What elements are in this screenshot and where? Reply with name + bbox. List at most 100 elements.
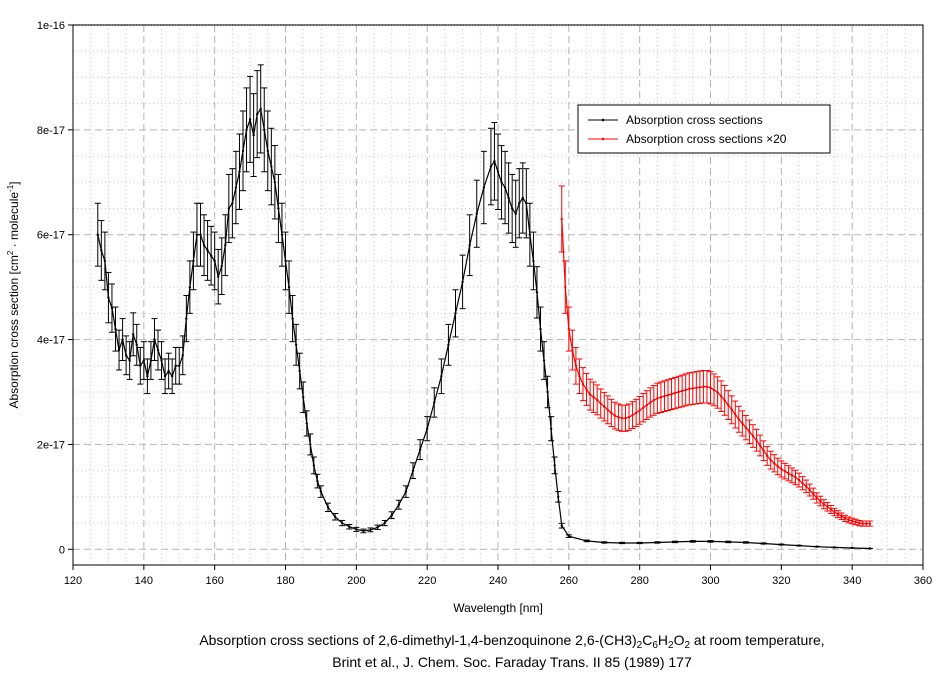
data-point (741, 422, 744, 425)
data-point (656, 541, 659, 544)
data-point (627, 415, 631, 419)
data-point (850, 546, 854, 550)
data-point (751, 434, 755, 438)
data-point (100, 249, 103, 252)
data-point (518, 202, 521, 205)
data-point (291, 317, 294, 320)
y-axis: 0 2e-17 4e-17 6e-17 8e-17 1e-16 (37, 20, 73, 556)
data-point (666, 393, 670, 397)
data-point (850, 519, 854, 523)
data-point (231, 202, 234, 205)
data-point (333, 515, 337, 518)
data-point (592, 396, 595, 399)
data-point (213, 259, 216, 263)
data-point (560, 524, 563, 527)
data-point (493, 160, 496, 163)
y-axis-label: Absorption cross section [cm2 · molecule… (6, 181, 21, 408)
legend: Absorption cross sections Absorption cro… (577, 104, 831, 154)
data-point (642, 406, 645, 409)
data-point (294, 343, 298, 347)
data-point (153, 338, 156, 341)
data-point (433, 401, 436, 404)
data-point (376, 526, 379, 529)
data-point (652, 399, 656, 402)
data-point (305, 422, 308, 425)
data-point (348, 525, 351, 528)
data-point (663, 394, 666, 398)
data-point (843, 517, 847, 520)
data-point (695, 386, 698, 389)
data-point (858, 521, 861, 525)
data-point (638, 541, 641, 545)
data-point (815, 496, 818, 500)
data-point (542, 359, 546, 362)
data-point (705, 385, 709, 388)
data-point (677, 390, 680, 394)
data-point (252, 133, 255, 137)
data-point (302, 396, 305, 399)
data-point (868, 522, 872, 525)
data-point (266, 149, 269, 153)
data-point (326, 506, 330, 509)
data-point (804, 485, 808, 488)
data-point (564, 285, 567, 289)
data-point (411, 469, 415, 472)
data-point (390, 513, 393, 517)
x-tick-label: 120 (64, 575, 82, 587)
data-point (539, 327, 542, 331)
data-point (709, 386, 712, 389)
data-point (836, 512, 840, 516)
data-point (620, 541, 624, 545)
data-point (833, 510, 836, 514)
data-point (202, 243, 206, 247)
data-point (819, 499, 822, 503)
data-point (688, 387, 691, 391)
x-tick-label: 360 (914, 575, 932, 587)
data-point (797, 478, 801, 482)
data-point (762, 449, 765, 452)
data-point (649, 401, 652, 404)
caption-line-2: Brint et al., J. Chem. Soc. Faraday Tran… (332, 654, 692, 670)
data-point (117, 348, 121, 352)
data-point (773, 462, 776, 465)
data-point (107, 296, 110, 299)
data-point (769, 458, 772, 462)
data-point (167, 369, 170, 373)
data-point (277, 207, 280, 210)
data-point (719, 394, 723, 398)
data-point (224, 243, 227, 247)
data-point (532, 259, 535, 263)
data-point (691, 387, 694, 390)
y-tick-label: 8e-17 (37, 125, 65, 137)
x-tick-label: 260 (560, 575, 578, 587)
data-point (217, 275, 220, 278)
data-point (124, 354, 128, 357)
data-point (273, 181, 277, 184)
data-point (383, 521, 386, 525)
data-point (475, 212, 478, 215)
data-point (624, 417, 627, 420)
data-point (500, 181, 503, 184)
data-point (861, 522, 864, 525)
data-point (557, 495, 560, 499)
data-point (170, 375, 174, 378)
x-tick-label: 200 (347, 575, 365, 587)
data-point (309, 443, 312, 446)
data-point (606, 408, 609, 412)
data-point (698, 386, 702, 389)
data-point (790, 474, 794, 477)
data-point (560, 217, 563, 221)
legend-label-red: Absorption cross sections ×20 (626, 132, 787, 146)
data-point (496, 170, 500, 173)
data-point (716, 391, 719, 394)
data-point (868, 547, 872, 550)
data-point (238, 170, 241, 173)
data-point (149, 359, 153, 362)
data-point (727, 540, 730, 544)
data-point (96, 233, 99, 236)
data-point (787, 472, 790, 475)
data-point (312, 464, 316, 467)
x-tick-label: 340 (843, 575, 861, 587)
data-point (826, 505, 829, 509)
data-point (489, 165, 493, 168)
